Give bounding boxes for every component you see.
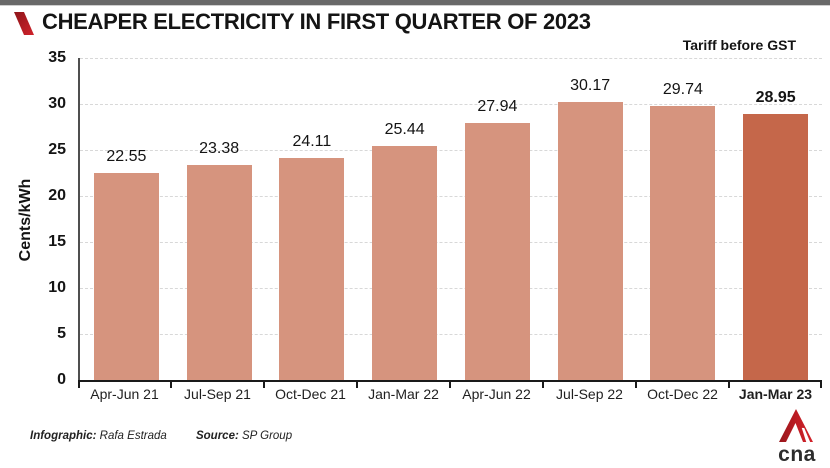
x-axis-tick [820,382,822,388]
y-tick-label: 5 [57,325,66,342]
bar-value-label: 25.44 [384,120,425,138]
y-tick-label: 20 [48,187,66,204]
gridline [80,242,822,243]
chart-title: CHEAPER ELECTRICITY IN FIRST QUARTER OF … [42,9,591,34]
infographic-credit-label: Infographic: [30,430,97,442]
x-category-label: Apr-Jun 21 [90,386,159,402]
bar-oct-dec-21 [279,158,345,380]
x-axis-tick [728,382,730,388]
credits-footer: Infographic: Rafa Estrada Source: SP Gro… [30,430,292,442]
gridline [80,288,822,289]
gridline [80,196,822,197]
plot-area: 22.55 23.38 24.11 25.44 27.94 30.17 29.74 28.95 [78,58,822,380]
bar-jul-sep-22 [557,102,623,380]
gridline [80,104,822,105]
x-axis-tick [78,382,80,388]
top-strip [0,0,830,6]
x-category-label: Oct-Dec 22 [647,386,718,402]
bar-value-label: 28.95 [755,88,796,106]
gridline [80,334,822,335]
cna-accent-mark-icon [14,12,34,35]
cna-logo-text: cna [778,443,816,466]
x-axis-category-labels: Apr-Jun 21 Jul-Sep 21 Oct-Dec 21 Jan-Mar 22… [78,386,822,404]
x-axis-tick [356,382,358,388]
gridline [80,150,822,151]
cna-logo-a-mark [779,409,813,443]
bar-apr-jun-22 [464,122,530,380]
y-tick-label: 25 [48,140,66,158]
x-category-label: Oct-Dec 21 [275,386,346,402]
bar-value-label: 27.94 [477,97,518,115]
bar-oct-dec-22 [650,106,716,380]
infographic-credit-value: Rafa Estrada [99,430,167,442]
header: CHEAPER ELECTRICITY IN FIRST QUARTER OF … [13,9,591,36]
x-axis-tick [542,382,544,388]
x-category-label: Jul-Sep 22 [556,386,623,402]
y-tick-label: 0 [57,371,66,388]
x-axis-tick [263,382,265,388]
x-axis-tick [635,382,637,388]
source-value: SP Group [242,430,293,442]
bar-jan-mar-22 [372,145,438,380]
x-axis-line [78,380,822,388]
cna-logo: cna [778,409,816,466]
bar-jul-sep-21 [186,164,252,380]
y-tick-label: 30 [48,94,66,112]
y-axis-tick-labels: 0 5 10 15 20 25 30 35 [0,49,66,388]
bar-jan-mar-23 [743,113,809,380]
bar-value-label: 29.74 [662,81,703,99]
x-category-label: Jan-Mar 22 [368,386,439,402]
y-tick-label: 10 [48,279,66,296]
bar-apr-jun-21 [93,172,159,380]
bar-value-label: 22.55 [106,147,147,165]
x-axis-tick [449,382,451,388]
x-category-label: Jul-Sep 21 [184,386,251,402]
y-tick-label: 15 [48,232,66,250]
tariff-note: Tariff before GST [682,37,796,53]
source-label: Source: [195,430,239,442]
bar-value-label: 30.17 [570,77,611,95]
x-category-label: Jan-Mar 23 [738,386,813,402]
y-tick-label: 35 [48,49,66,66]
bar-value-label: 24.11 [292,133,332,151]
x-category-label: Apr-Jun 22 [462,386,531,402]
bar-value-label: 23.38 [199,139,240,157]
x-axis-tick [170,382,172,388]
gridline [80,58,822,59]
